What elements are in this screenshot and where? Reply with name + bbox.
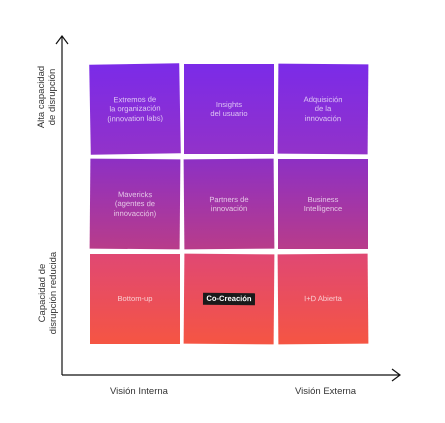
y-axis-label-high: Alta capacidad de disrupción <box>36 65 58 129</box>
matrix-cell: Co-Creación <box>183 253 275 345</box>
matrix-cell: Mavericks (agentes de innovacción) <box>89 158 181 250</box>
matrix-cell-label: Bottom-up <box>117 294 153 304</box>
x-axis-label-external: Visión Externa <box>295 386 357 397</box>
matrix-cell-label: Insights del usuario <box>210 99 248 119</box>
x-axis-label-internal: Visión Interna <box>110 386 168 397</box>
matrix-cell: Extremos de la organización (innovation … <box>89 63 181 155</box>
matrix-cell: Insights del usuario <box>184 64 274 154</box>
y-axis-label-low: Capacidad de disrupción reducida <box>37 251 59 335</box>
matrix-cell-label: Partners de innovación <box>209 194 249 214</box>
matrix-cell-label: Adquisición de la innovación <box>303 94 343 123</box>
matrix-cell-label: Business Intelligence <box>303 194 343 214</box>
matrix-cell: Partners de innovación <box>183 158 275 250</box>
y-axis-arrow-icon <box>55 35 69 45</box>
matrix-cell-label: Mavericks (agentes de innovacción) <box>113 189 157 218</box>
matrix-cell: Business Intelligence <box>278 159 368 249</box>
matrix-cell-label: I+D Abierta <box>304 294 342 304</box>
matrix-cell-label: Co-Creación <box>203 292 255 306</box>
matrix-cell: Bottom-up <box>90 254 180 344</box>
matrix-cell: I+D Abierta <box>277 253 369 345</box>
x-axis-arrow-icon <box>391 368 401 382</box>
matrix-cell: Adquisición de la innovación <box>277 63 369 155</box>
matrix-cell-label: Extremos de la organización (innovation … <box>107 94 164 124</box>
